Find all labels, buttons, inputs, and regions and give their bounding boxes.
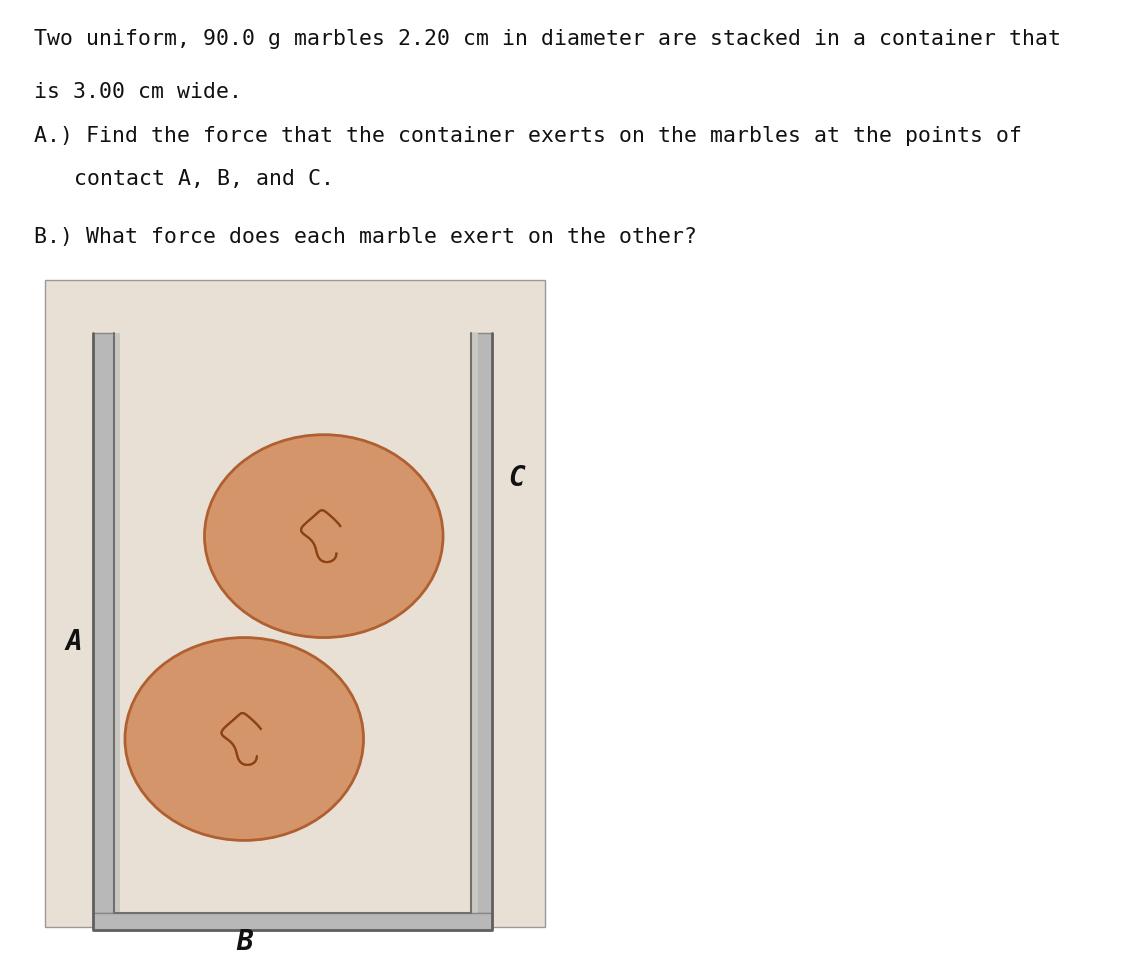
Circle shape [204,435,443,638]
Bar [471,333,477,913]
Bar [471,333,492,913]
Bar [93,913,492,930]
Text: is 3.00 cm wide.: is 3.00 cm wide. [34,82,242,102]
Text: contact A, B, and C.: contact A, B, and C. [74,169,334,189]
Circle shape [125,638,364,840]
Bar [114,333,119,913]
Text: A: A [66,629,82,656]
Text: A.) Find the force that the container exerts on the marbles at the points of: A.) Find the force that the container ex… [34,126,1022,146]
Text: Two uniform, 90.0 g marbles 2.20 cm in diameter are stacked in a container that: Two uniform, 90.0 g marbles 2.20 cm in d… [34,29,1061,49]
Text: B.) What force does each marble exert on the other?: B.) What force does each marble exert on… [34,227,698,247]
FancyBboxPatch shape [45,280,545,927]
Text: B: B [236,928,252,955]
Text: C: C [509,465,525,492]
Bar [93,333,114,913]
